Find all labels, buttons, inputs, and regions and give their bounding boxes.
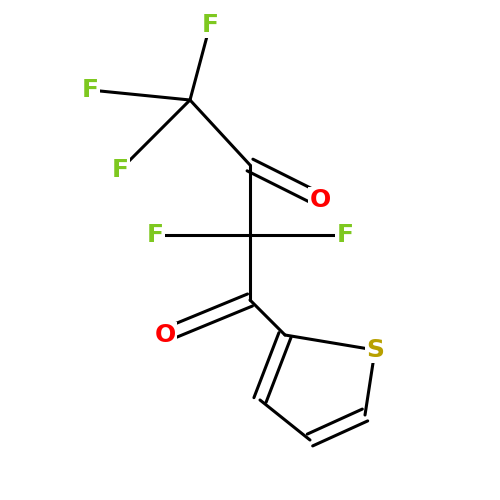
- Text: S: S: [366, 338, 384, 362]
- Text: O: O: [154, 323, 176, 347]
- Text: F: F: [146, 223, 164, 247]
- Text: F: F: [112, 158, 128, 182]
- Text: F: F: [202, 13, 218, 37]
- Text: F: F: [336, 223, 353, 247]
- Text: F: F: [82, 78, 98, 102]
- Text: O: O: [310, 188, 330, 212]
